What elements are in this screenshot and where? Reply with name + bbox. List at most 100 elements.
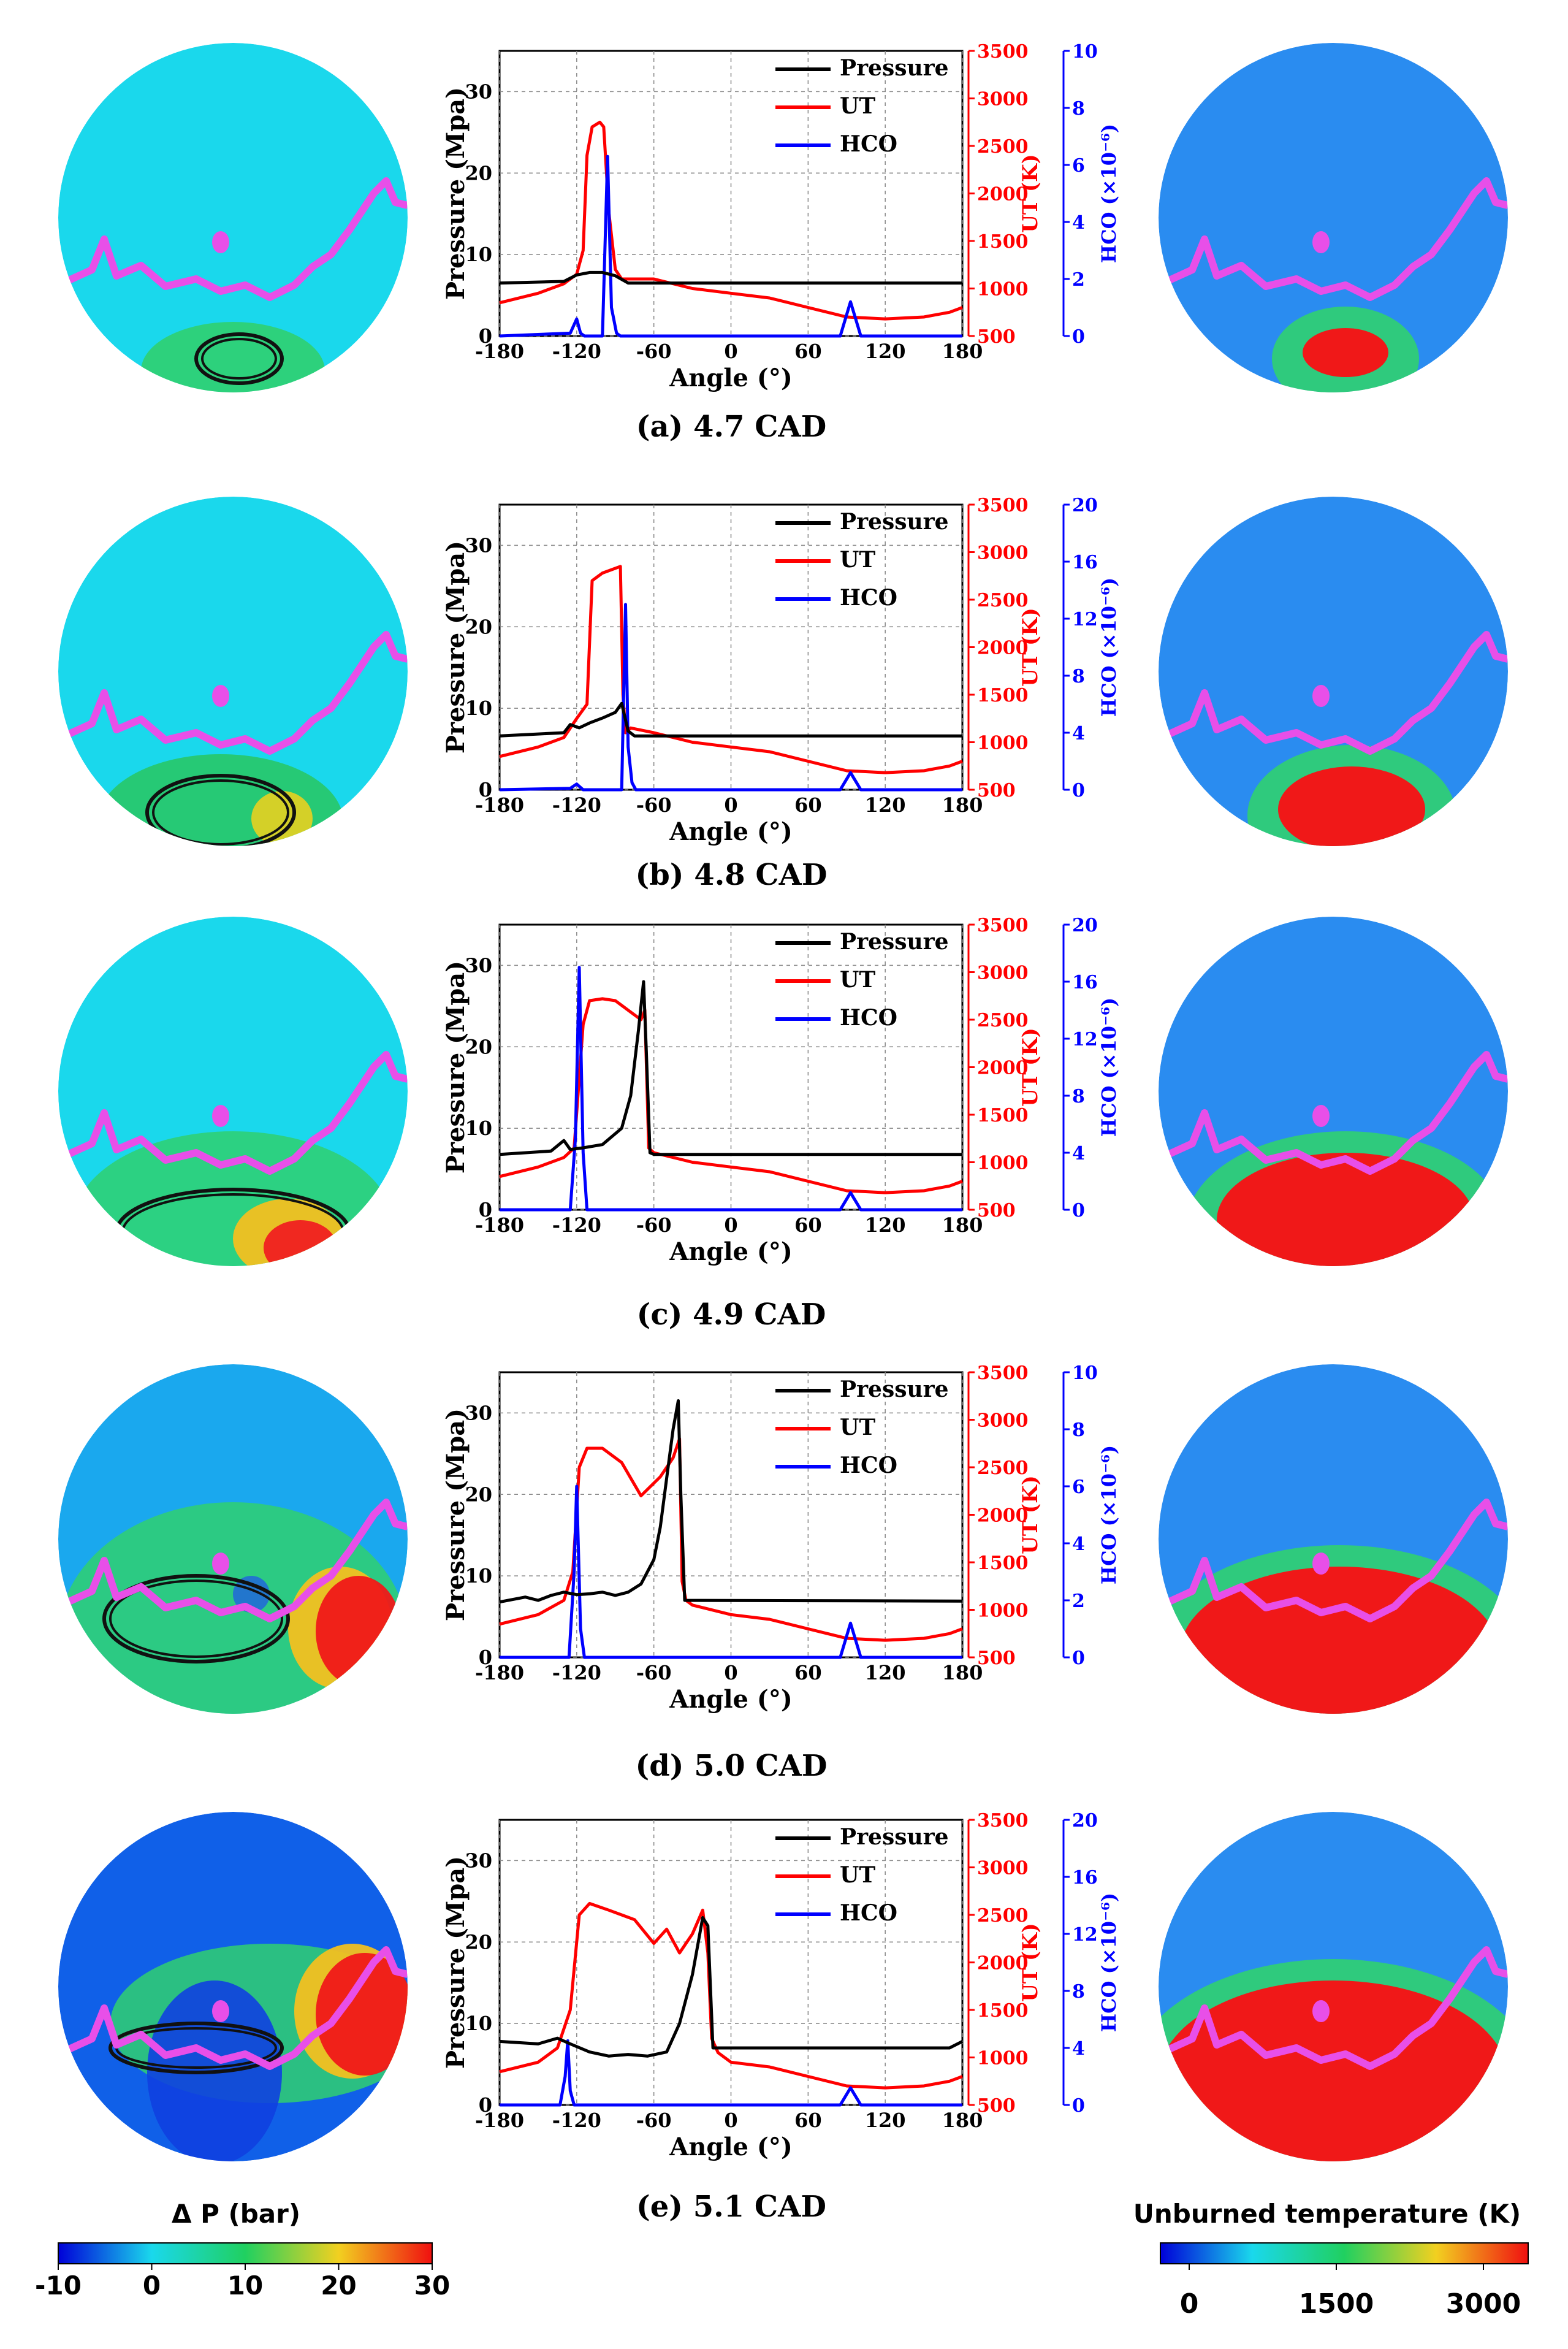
chart-3-ut-label: UT (K): [1018, 1475, 1043, 1554]
chart-1-xtick-label: 120: [865, 793, 906, 817]
ut-map-4-spot: [1312, 2000, 1330, 2022]
chart-4-series-hco: [500, 2039, 962, 2107]
dp-map-3-contour: [102, 1574, 290, 1663]
colorbar-delta-p-gradient: [58, 2242, 433, 2264]
chart-1-ut-tick-label: 3000: [977, 543, 1029, 564]
chart-4-hco-tick-label: 20: [1072, 1810, 1098, 1831]
chart-0-xtick-label: 0: [724, 340, 737, 363]
colorbar-delta-p-title: Δ P (bar): [172, 2199, 300, 2229]
dp-map-0-contour: [194, 332, 284, 385]
chart-3-ut-tick-label: 500: [977, 1648, 1016, 1669]
chart-3-xtick-label: 180: [942, 1661, 983, 1684]
ut-map-3-flame-front: [1159, 1499, 1508, 1622]
chart-1-ut-tick-label: 1000: [977, 733, 1029, 754]
chart-3-hco-tick-label: 6: [1072, 1476, 1085, 1498]
chart-0-ut-tick-label: 3000: [977, 89, 1029, 110]
dp-map-1-region: [98, 754, 343, 846]
chart-0-hco-label: HCO (×10⁻⁶): [1097, 124, 1121, 263]
ut-map-0-flame-front: [1159, 177, 1508, 301]
dp-map-4: [58, 1812, 408, 2161]
chart-4-hco-tick-label: 16: [1072, 1867, 1098, 1889]
chart-3-series-pressure: [499, 1399, 963, 1604]
chart-0-ytick-label: 20: [465, 161, 492, 185]
chart-2-xtick-label: -180: [475, 1213, 524, 1237]
dp-map-4-spot: [212, 2000, 229, 2022]
colorbar-ut-gradient: [1160, 2242, 1529, 2264]
ut-map-0: [1159, 43, 1508, 392]
dp-map-2-region: [74, 1131, 392, 1266]
chart-3-hco-tick-label: 10: [1072, 1362, 1098, 1384]
chart-0-ut-tick-label: 1000: [977, 279, 1029, 300]
chart-2-ylabel: Pressure (Mpa): [441, 961, 470, 1174]
colorbar-ut-tick-label: 3000: [1446, 2288, 1521, 2320]
chart-1-xtick-label: -60: [636, 793, 672, 817]
chart-3-ut-tick-label: 1500: [977, 1553, 1029, 1574]
ut-map-2-spot: [1312, 1105, 1330, 1127]
chart-0-hco-tick-label: 4: [1072, 212, 1085, 234]
dp-map-0-spot: [212, 231, 229, 253]
chart-3-hco-tick-label: 0: [1072, 1648, 1085, 1669]
chart-3-series-hco: [500, 1484, 962, 1659]
chart-3-xtick-label: -120: [552, 1661, 601, 1684]
chart-1-ut-tick-label: 2500: [977, 590, 1029, 611]
chart-1-ut-label: UT (K): [1018, 608, 1043, 687]
chart-4-legend-label-hco: HCO: [840, 1900, 897, 1926]
chart-2-ut-tick-label: 3000: [977, 963, 1029, 984]
chart-1-ytick-label: 20: [465, 615, 492, 638]
chart-2-hco-tick-label: 16: [1072, 972, 1098, 993]
ut-map-1: [1159, 497, 1508, 846]
colorbar-delta-p-tick-label: 30: [414, 2271, 450, 2301]
chart-2-ut-tick-label: 3500: [977, 915, 1029, 936]
dp-map-3-region: [233, 1576, 270, 1613]
chart-2-hco-tick-label: 12: [1072, 1029, 1098, 1050]
chart-3-ytick-label: 10: [465, 1564, 492, 1587]
chart-4-ytick-label: 20: [465, 1930, 492, 1954]
chart-3-legend-label-hco: HCO: [840, 1453, 897, 1478]
chart-1-hco-tick-label: 20: [1072, 495, 1098, 516]
chart-3-ut-tick-label: 1000: [977, 1600, 1029, 1622]
chart-0-legend-label-pressure: Pressure: [840, 55, 949, 81]
chart-4-hco-tick-label: 12: [1072, 1924, 1098, 1946]
chart-2-ut-label: UT (K): [1018, 1028, 1043, 1107]
ut-map-1-region: [1278, 766, 1425, 846]
colorbar-ut-title: Unburned temperature (K): [1133, 2199, 1521, 2229]
chart-2-ut-tick-label: 2000: [977, 1058, 1029, 1079]
chart-3-ut-tick-label: 3000: [977, 1410, 1029, 1432]
chart-0-xlabel: Angle (°): [669, 364, 793, 392]
chart-4-ytick-label: 0: [479, 2093, 492, 2117]
chart-1-hco-tick-label: 8: [1072, 666, 1085, 687]
chart-3-xtick-label: 60: [794, 1661, 822, 1684]
chart-1-series-ut: [499, 565, 963, 774]
dp-map-1-flame-front: [58, 631, 408, 755]
chart-2-hco-tick-label: 0: [1072, 1200, 1085, 1221]
chart-4-ut-tick-label: 2000: [977, 1953, 1029, 1974]
chart-2-legend: Pressure UT HCO: [775, 929, 949, 1031]
dp-map-2: [58, 917, 408, 1266]
dp-map-0-contour-inner: [201, 338, 277, 380]
chart-3-xtick-label: -60: [636, 1661, 672, 1684]
chart-0-xtick-label: -180: [475, 340, 524, 363]
chart-4-hco-tick-label: 8: [1072, 1981, 1085, 2003]
chart-3-hco-tick-label: 4: [1072, 1534, 1085, 1555]
chart-0-ytick-label: 30: [465, 80, 492, 103]
chart-1-series-hco: [499, 603, 962, 792]
chart-2-hco-tick-label: 20: [1072, 915, 1098, 936]
dp-map-3-flame-front: [58, 1499, 408, 1622]
chart-4-hco-tick-label: 0: [1072, 2095, 1085, 2117]
chart-4-legend-label-pressure: Pressure: [840, 1824, 949, 1850]
chart-0-xtick-label: 120: [865, 340, 906, 363]
chart-4-series-ut: [499, 1901, 963, 2090]
chart-0-xtick-label: -60: [636, 340, 672, 363]
dp-map-2-region: [264, 1220, 337, 1266]
ut-map-4-flame-front: [1159, 1946, 1508, 2070]
colorbar-unburned-temperature: Unburned temperature (K) 0 1500 3000: [1133, 2199, 1529, 2320]
chart-4-ut-tick-label: 2500: [977, 1905, 1029, 1927]
chart-4-legend: Pressure UT HCO: [775, 1824, 949, 1926]
chart-1-xtick-label: 180: [942, 793, 983, 817]
chart-1-legend-label-hco: HCO: [840, 585, 897, 611]
